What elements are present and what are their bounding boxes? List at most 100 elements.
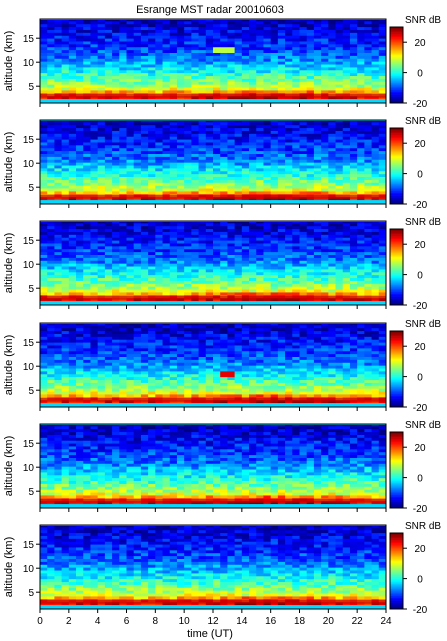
heatmap-cell xyxy=(176,240,185,244)
heatmap-cell xyxy=(184,84,192,88)
heatmap-cell xyxy=(112,20,120,25)
heatmap-cell xyxy=(126,147,135,152)
colorbar-segment xyxy=(390,28,403,30)
heatmap-cell xyxy=(169,38,178,42)
heatmap-cell xyxy=(40,153,48,157)
heatmap-cell xyxy=(270,248,279,253)
heatmap-cell xyxy=(277,64,286,68)
heatmap-cell xyxy=(47,385,55,389)
heatmap-cell xyxy=(104,260,113,264)
heatmap-cell xyxy=(241,245,250,250)
heatmap-cell xyxy=(140,130,149,134)
heatmap-cell xyxy=(176,61,185,65)
heatmap-cell xyxy=(148,385,156,389)
heatmap-cell xyxy=(321,271,329,276)
heatmap-cell xyxy=(191,156,199,160)
heatmap-cell xyxy=(313,245,322,250)
heatmap-cell xyxy=(220,292,228,296)
heatmap-cell xyxy=(335,19,344,22)
heatmap-cell xyxy=(371,168,380,172)
heatmap-cell xyxy=(198,20,207,25)
heatmap-cell xyxy=(97,168,106,172)
heatmap-cell xyxy=(126,136,135,140)
heatmap-cell xyxy=(169,150,178,154)
heatmap-cell xyxy=(61,376,70,381)
heatmap-cell xyxy=(54,382,63,386)
heatmap-cell xyxy=(313,271,322,276)
heatmap-cell xyxy=(40,61,48,65)
heatmap-cell xyxy=(155,120,163,123)
heatmap-cell xyxy=(270,260,279,264)
heatmap-cell xyxy=(371,173,380,178)
heatmap-cell xyxy=(299,120,308,123)
heatmap-cell xyxy=(313,81,322,85)
heatmap-cell xyxy=(47,127,55,131)
colorbar-segment xyxy=(390,29,403,32)
heatmap-cell xyxy=(321,234,329,238)
heatmap-cell xyxy=(263,90,272,94)
heatmap-cell xyxy=(328,260,336,264)
heatmap-cell xyxy=(97,347,106,352)
heatmap-cell xyxy=(277,52,286,56)
heatmap-cell xyxy=(162,46,171,51)
heatmap-cell xyxy=(277,49,286,53)
heatmap-cell xyxy=(133,142,142,146)
heatmap-cell xyxy=(155,162,163,166)
heatmap-cell xyxy=(371,228,380,232)
heatmap-cell xyxy=(213,35,221,39)
heatmap-cell xyxy=(198,289,207,293)
heatmap-cell xyxy=(148,269,156,273)
heatmap-cell xyxy=(61,342,70,346)
heatmap-cell xyxy=(234,269,243,273)
heatmap-cell xyxy=(227,84,236,88)
colorbar-segment xyxy=(390,264,403,267)
heatmap-cell xyxy=(76,49,84,53)
heatmap-cell xyxy=(112,333,120,337)
heatmap-cell xyxy=(119,90,127,94)
heatmap-cell xyxy=(40,38,48,42)
colorbar-segment xyxy=(390,269,403,272)
heatmap-cell xyxy=(155,64,163,68)
heatmap-cell xyxy=(176,257,185,261)
heatmap-cell xyxy=(378,191,387,195)
heatmap-cell xyxy=(335,191,344,195)
heatmap-cell xyxy=(184,150,192,154)
heatmap-cell xyxy=(68,289,77,293)
heatmap-cell xyxy=(342,228,351,232)
heatmap-cell xyxy=(68,222,77,227)
heatmap-cell xyxy=(205,283,214,287)
heatmap-cell xyxy=(234,150,243,154)
heatmap-cell xyxy=(292,41,300,45)
heatmap-cell xyxy=(148,368,156,372)
heatmap-cell xyxy=(104,35,113,39)
heatmap-cell xyxy=(40,260,48,264)
heatmap-cell xyxy=(342,20,351,25)
heatmap-cell xyxy=(140,121,149,126)
heatmap-cell xyxy=(40,324,48,329)
heatmap-cell xyxy=(68,257,77,261)
heatmap-cell xyxy=(198,353,207,357)
heatmap-cell xyxy=(90,345,99,349)
heatmap-cell xyxy=(61,280,70,284)
colorbar-segment xyxy=(390,293,403,296)
heatmap-cell xyxy=(256,124,264,129)
heatmap-cell xyxy=(321,266,329,270)
heatmap-cell xyxy=(83,342,91,346)
heatmap-cell xyxy=(292,277,300,281)
heatmap-cell xyxy=(191,32,199,36)
heatmap-cell xyxy=(119,345,127,349)
heatmap-cell xyxy=(184,144,192,149)
heatmap-cell xyxy=(155,49,163,53)
heatmap-cell xyxy=(155,222,163,227)
heatmap-cell xyxy=(241,254,250,258)
heatmap-cell xyxy=(241,55,250,59)
heatmap-cell xyxy=(191,228,199,232)
heatmap-cell xyxy=(176,254,185,258)
heatmap-cell xyxy=(357,150,365,154)
heatmap-cell xyxy=(198,228,207,232)
heatmap-cell xyxy=(162,347,171,352)
heatmap-cell xyxy=(364,159,372,163)
heatmap-cell xyxy=(140,248,149,253)
heatmap-cell xyxy=(292,237,300,241)
